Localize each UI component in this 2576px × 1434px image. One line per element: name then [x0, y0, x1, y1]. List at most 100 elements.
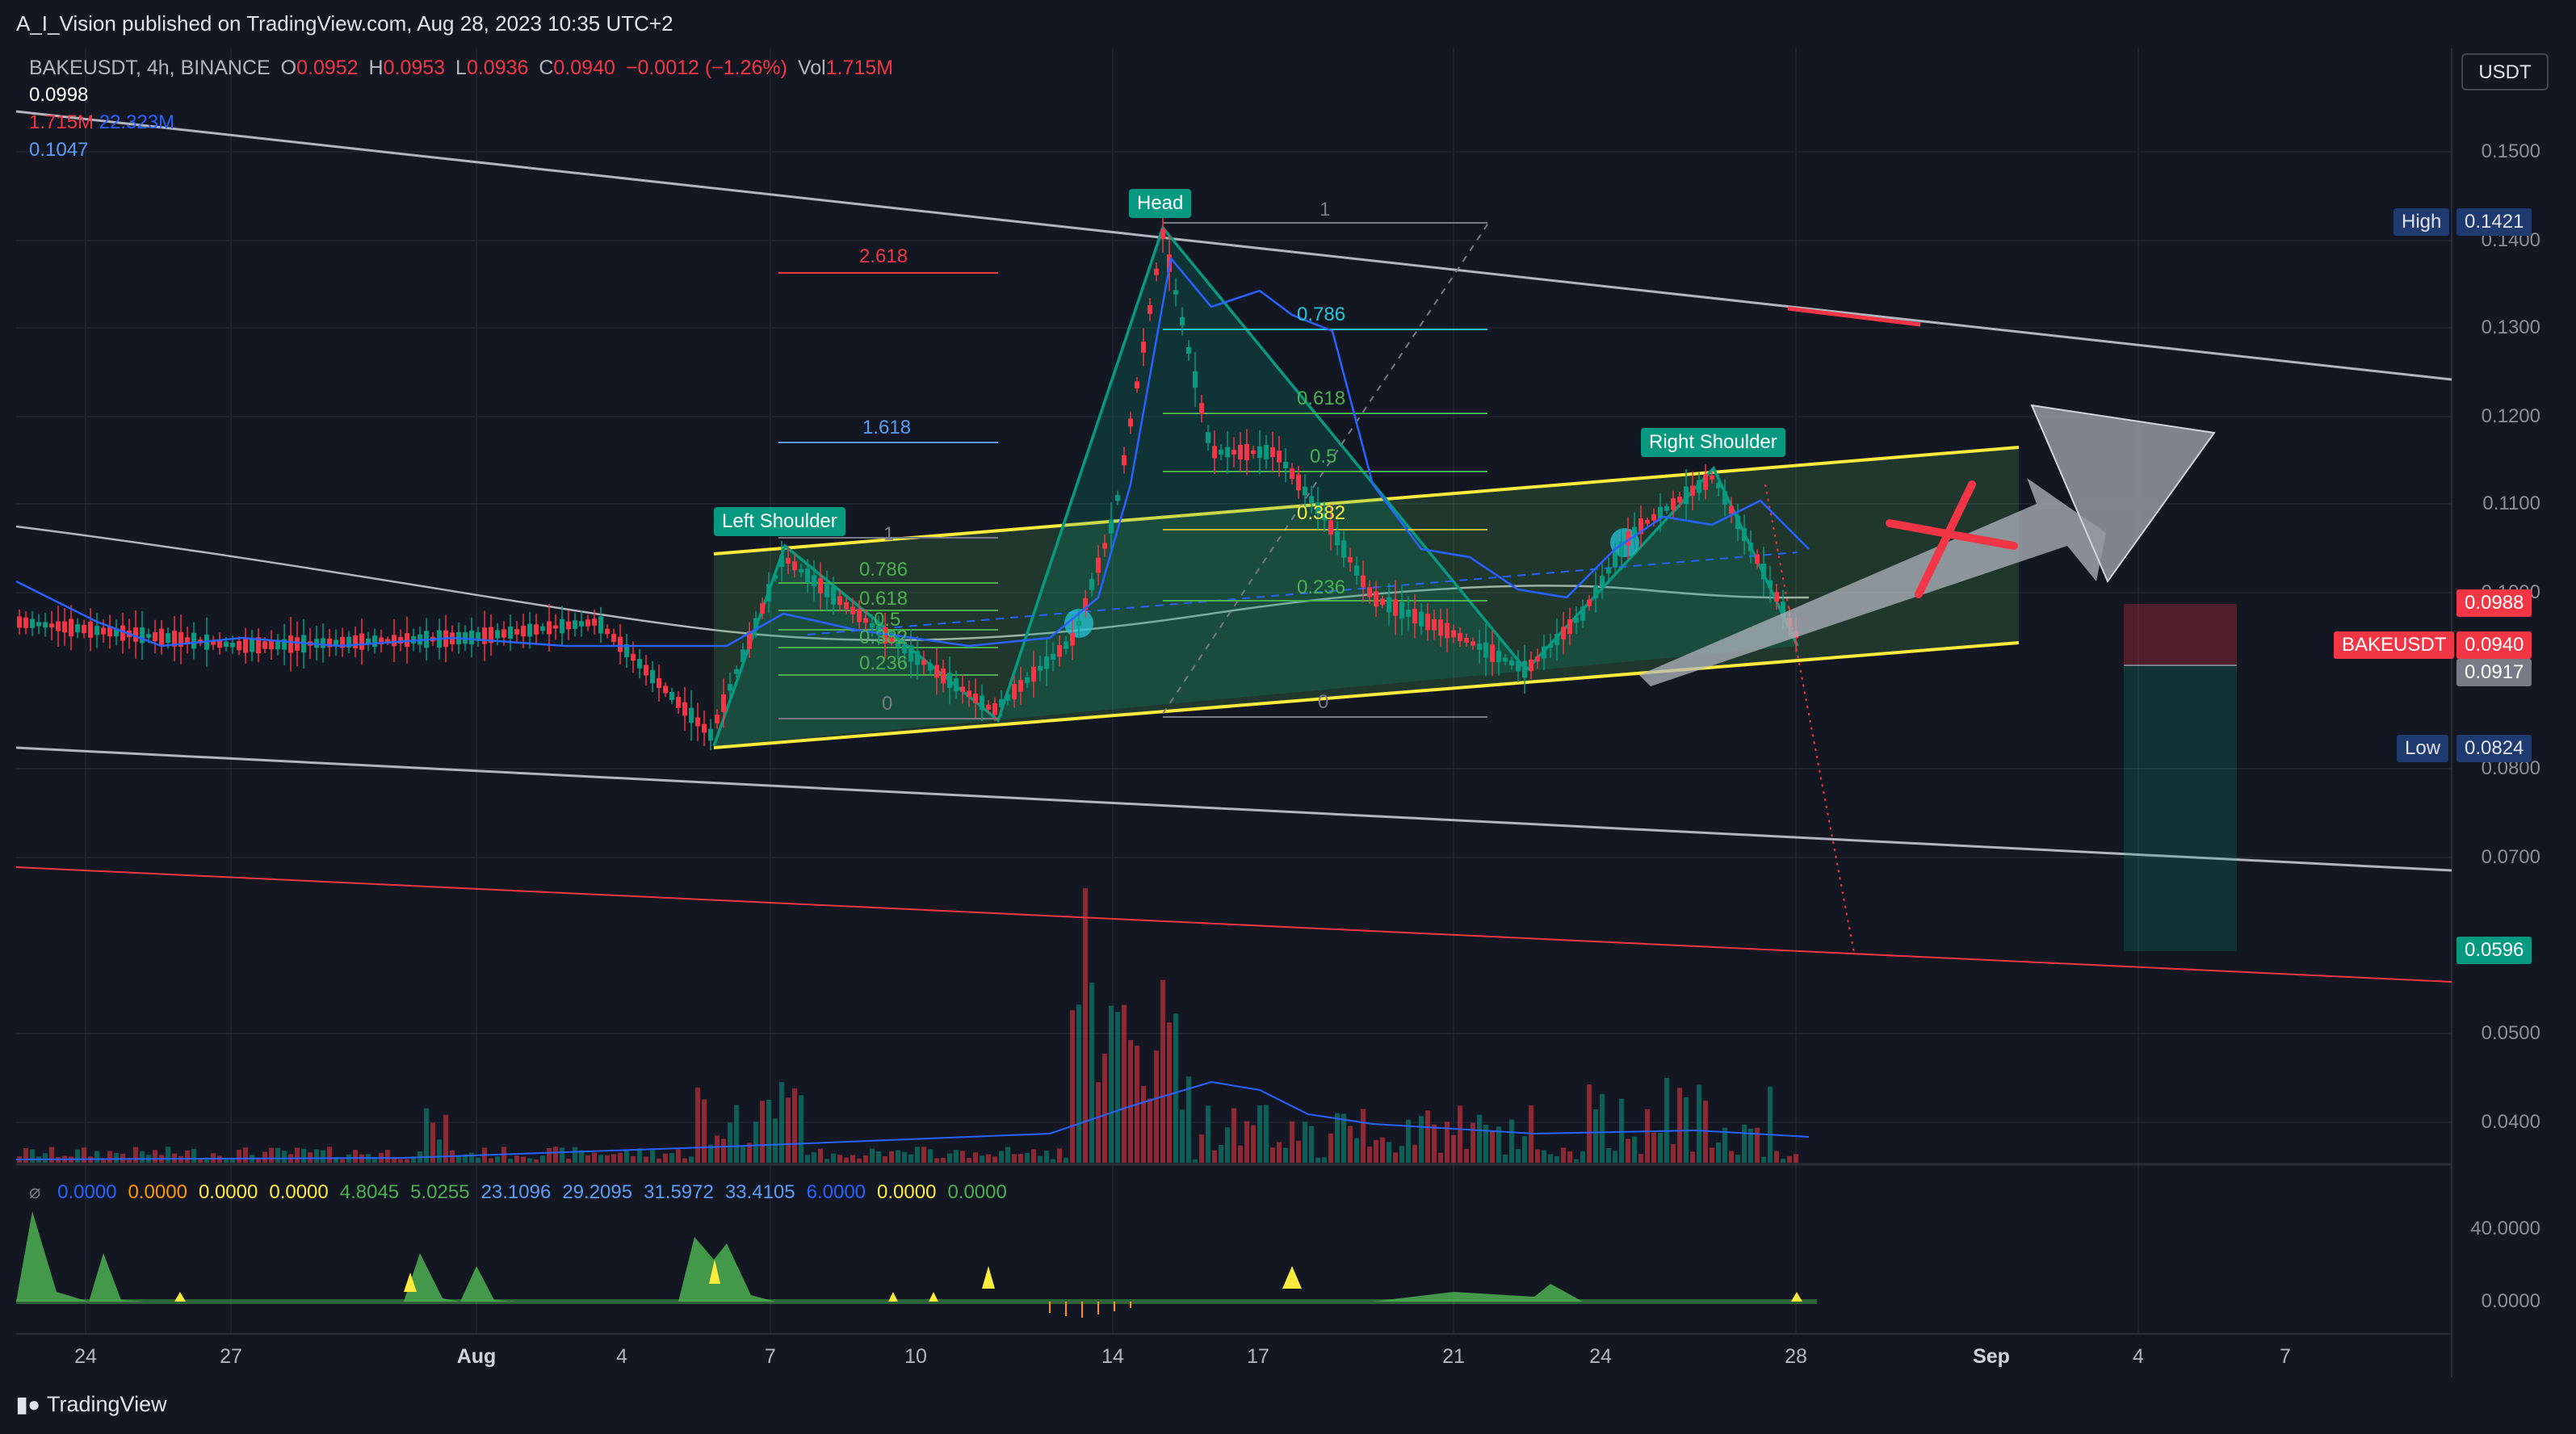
candle-body — [1393, 599, 1398, 616]
volume-bar — [411, 1156, 416, 1163]
volume-bar — [1083, 888, 1088, 1163]
candle-body — [1522, 660, 1527, 678]
candle-body — [353, 635, 358, 648]
volume-bar — [1710, 1147, 1714, 1163]
candle-body — [334, 639, 338, 646]
volume-bar — [456, 1155, 461, 1163]
date-label-24jul: 24 — [74, 1345, 97, 1368]
candle-body — [385, 639, 390, 643]
volume-bar — [1451, 1134, 1456, 1163]
volume-bar — [850, 1155, 855, 1163]
candle-body — [237, 640, 241, 651]
volume-bar — [1244, 1121, 1249, 1163]
volume-bar — [1064, 1157, 1068, 1163]
candle-body — [1064, 641, 1068, 649]
date-label-sep: Sep — [1973, 1345, 2010, 1368]
candle-body — [1632, 526, 1637, 535]
volume-bar — [114, 1153, 119, 1163]
fib-left-0236: 0.236 — [859, 652, 908, 674]
candle-body — [1671, 498, 1676, 510]
price-tick-0150: 0.1500 — [2481, 140, 2540, 162]
fib-head-1: 1 — [1319, 199, 1331, 220]
candle-body — [1438, 619, 1443, 636]
volume-bar — [1722, 1127, 1727, 1163]
candle-body — [489, 627, 493, 644]
volume-bar — [1328, 1133, 1333, 1163]
volume-bar — [1038, 1155, 1043, 1163]
volume-bar — [740, 1146, 745, 1163]
candle-body — [1600, 576, 1605, 587]
oscillator-value-12: 0.0000 — [947, 1181, 1007, 1203]
volume-bar — [101, 1158, 106, 1163]
volume-bar — [1697, 1084, 1701, 1163]
neckline — [807, 551, 1798, 635]
volume-bar — [1051, 1159, 1055, 1163]
candle-body — [708, 728, 713, 741]
candle-body — [1387, 597, 1391, 613]
volume-bar — [1057, 1148, 1062, 1163]
channel-lower-line — [713, 641, 2020, 749]
candle-body — [1471, 641, 1475, 646]
right-shoulder-label[interactable]: Right Shoulder — [1641, 428, 1785, 457]
candle-body — [405, 633, 409, 648]
volume-bar — [941, 1158, 946, 1163]
candle-body — [30, 618, 35, 628]
left-shoulder-label[interactable]: Left Shoulder — [714, 507, 845, 536]
candle-body — [992, 702, 997, 715]
volume-bar — [896, 1150, 900, 1163]
candle-body — [508, 626, 513, 639]
candle-body — [1219, 449, 1223, 455]
candle-body — [1677, 497, 1682, 503]
candle-body — [476, 632, 480, 641]
volume-bar — [1716, 1142, 1721, 1163]
oscillator-value-2: 0.0000 — [198, 1181, 258, 1203]
candle-body — [153, 631, 157, 641]
candle-body — [947, 673, 952, 688]
candle-body — [812, 575, 816, 587]
price-tick-0110: 0.1100 — [2482, 493, 2540, 514]
volume-bar — [1419, 1116, 1424, 1163]
volume-bar — [1206, 1105, 1210, 1163]
candle-body — [288, 635, 293, 653]
candle-body — [547, 621, 552, 635]
volume-bar — [1548, 1154, 1553, 1163]
volume-bar — [1296, 1140, 1301, 1163]
volume-bar — [237, 1149, 241, 1163]
candle-body — [579, 621, 584, 627]
candle-body — [94, 626, 99, 635]
volume-bar — [844, 1157, 849, 1163]
candle-body — [747, 631, 752, 649]
volume-bar — [967, 1158, 971, 1163]
candle-body — [346, 636, 351, 648]
volume-bar — [1212, 1150, 1217, 1163]
volume-bar — [1096, 1082, 1101, 1163]
candle-body — [1697, 480, 1701, 493]
candle-body — [1490, 644, 1495, 662]
candle-body — [799, 568, 803, 572]
footer-brand[interactable]: ▮● TradingView — [16, 1392, 167, 1417]
volume-bar — [1658, 1132, 1663, 1163]
candle-body — [637, 659, 642, 669]
price-tick-0040: 0.0400 — [2481, 1111, 2540, 1133]
candle-body — [321, 638, 325, 648]
volume-bar — [605, 1155, 610, 1163]
candle-body — [1606, 567, 1611, 574]
volume-bar — [1374, 1139, 1378, 1163]
volume-bar — [1477, 1114, 1482, 1163]
cross-icon — [1886, 480, 2018, 598]
volume-bar — [947, 1153, 952, 1163]
candle-body — [1722, 491, 1727, 505]
candle-body — [805, 568, 810, 583]
currency-button[interactable]: USDT — [2461, 53, 2549, 90]
volume-bar — [689, 1156, 694, 1163]
oscillator-legend: ⌀ 0.0000 0.0000 0.0000 0.0000 4.8045 5.0255 23… — [29, 1180, 1030, 1204]
volume-bar — [992, 1156, 997, 1163]
candle-body — [1225, 447, 1230, 458]
candle-body — [1160, 229, 1165, 240]
head-label[interactable]: Head — [1129, 189, 1192, 218]
volume-bar — [204, 1157, 209, 1163]
date-label-17aug: 17 — [1247, 1345, 1269, 1368]
candle-body — [1264, 445, 1269, 459]
volume-bar — [230, 1158, 235, 1163]
